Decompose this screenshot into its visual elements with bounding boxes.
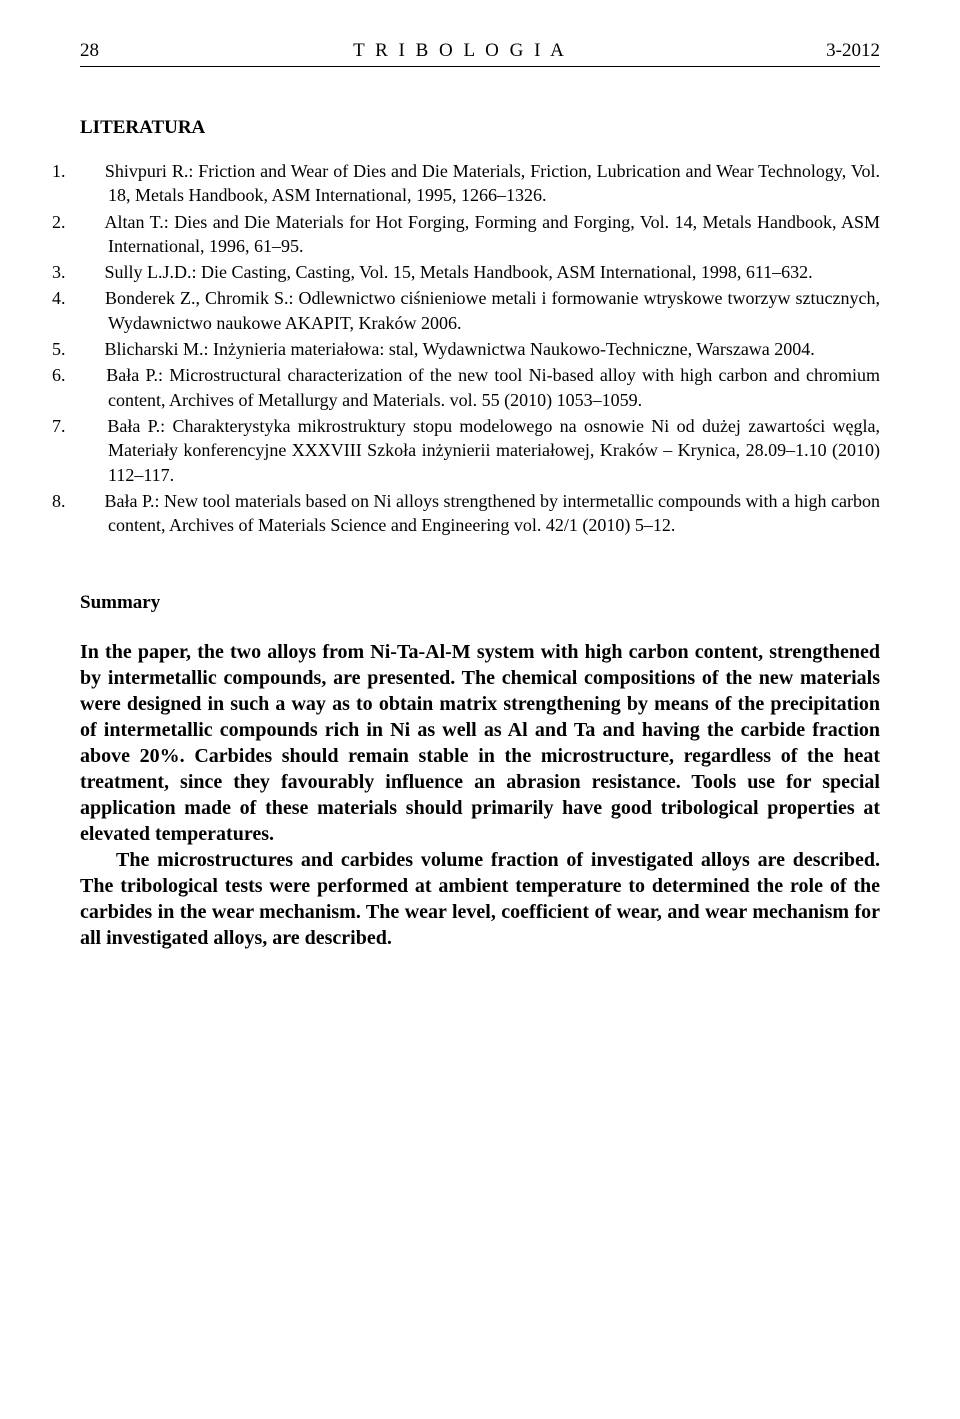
reference-text: Shivpuri R.: Friction and Wear of Dies a… [105, 161, 880, 205]
journal-title: T R I B O L O G I A [353, 40, 567, 62]
reference-text: Altan T.: Dies and Die Materials for Hot… [104, 212, 880, 256]
summary-body: In the paper, the two alloys from Ni-Ta-… [80, 639, 880, 951]
page-number: 28 [80, 40, 120, 62]
reference-number: 7. [80, 414, 100, 438]
references-heading: LITERATURA [80, 117, 880, 139]
reference-text: Bonderek Z., Chromik S.: Odlewnictwo ciś… [105, 288, 880, 332]
reference-item: 7. Bała P.: Charakterystyka mikrostruktu… [80, 414, 880, 487]
reference-item: 1. Shivpuri R.: Friction and Wear of Die… [80, 159, 880, 208]
reference-text: Bała P.: Charakterystyka mikrostruktury … [107, 416, 880, 485]
reference-item: 6. Bała P.: Microstructural characteriza… [80, 363, 880, 412]
reference-number: 3. [80, 260, 100, 284]
issue-label: 3-2012 [800, 40, 880, 62]
reference-number: 6. [80, 363, 100, 387]
reference-text: Sully L.J.D.: Die Casting, Casting, Vol.… [105, 262, 813, 282]
reference-number: 2. [80, 210, 100, 234]
reference-text: Bała P.: New tool materials based on Ni … [105, 491, 881, 535]
reference-item: 2. Altan T.: Dies and Die Materials for … [80, 210, 880, 259]
reference-item: 8. Bała P.: New tool materials based on … [80, 489, 880, 538]
reference-text: Bała P.: Microstructural characterizatio… [106, 365, 880, 409]
reference-number: 5. [80, 337, 100, 361]
reference-item: 3. Sully L.J.D.: Die Casting, Casting, V… [80, 260, 880, 284]
reference-list: 1. Shivpuri R.: Friction and Wear of Die… [80, 159, 880, 537]
reference-number: 4. [80, 286, 100, 310]
summary-paragraph: The microstructures and carbides volume … [80, 847, 880, 951]
summary-paragraph: In the paper, the two alloys from Ni-Ta-… [80, 639, 880, 847]
reference-item: 5. Blicharski M.: Inżynieria materiałowa… [80, 337, 880, 361]
reference-text: Blicharski M.: Inżynieria materiałowa: s… [105, 339, 815, 359]
reference-number: 1. [80, 159, 100, 183]
reference-item: 4. Bonderek Z., Chromik S.: Odlewnictwo … [80, 286, 880, 335]
page-header: 28 T R I B O L O G I A 3-2012 [80, 40, 880, 67]
reference-number: 8. [80, 489, 100, 513]
summary-heading: Summary [80, 592, 880, 614]
